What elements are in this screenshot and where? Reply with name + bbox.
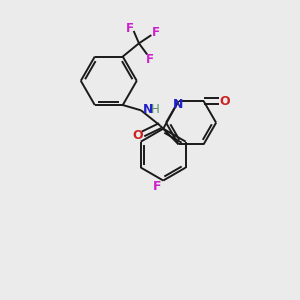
Text: N: N: [143, 103, 154, 116]
Text: N: N: [173, 98, 183, 111]
Text: O: O: [133, 129, 143, 142]
Text: O: O: [219, 94, 230, 107]
Text: F: F: [152, 26, 160, 39]
Text: F: F: [152, 181, 161, 194]
Text: H: H: [151, 103, 160, 116]
Text: F: F: [146, 53, 154, 66]
Text: F: F: [126, 22, 134, 34]
